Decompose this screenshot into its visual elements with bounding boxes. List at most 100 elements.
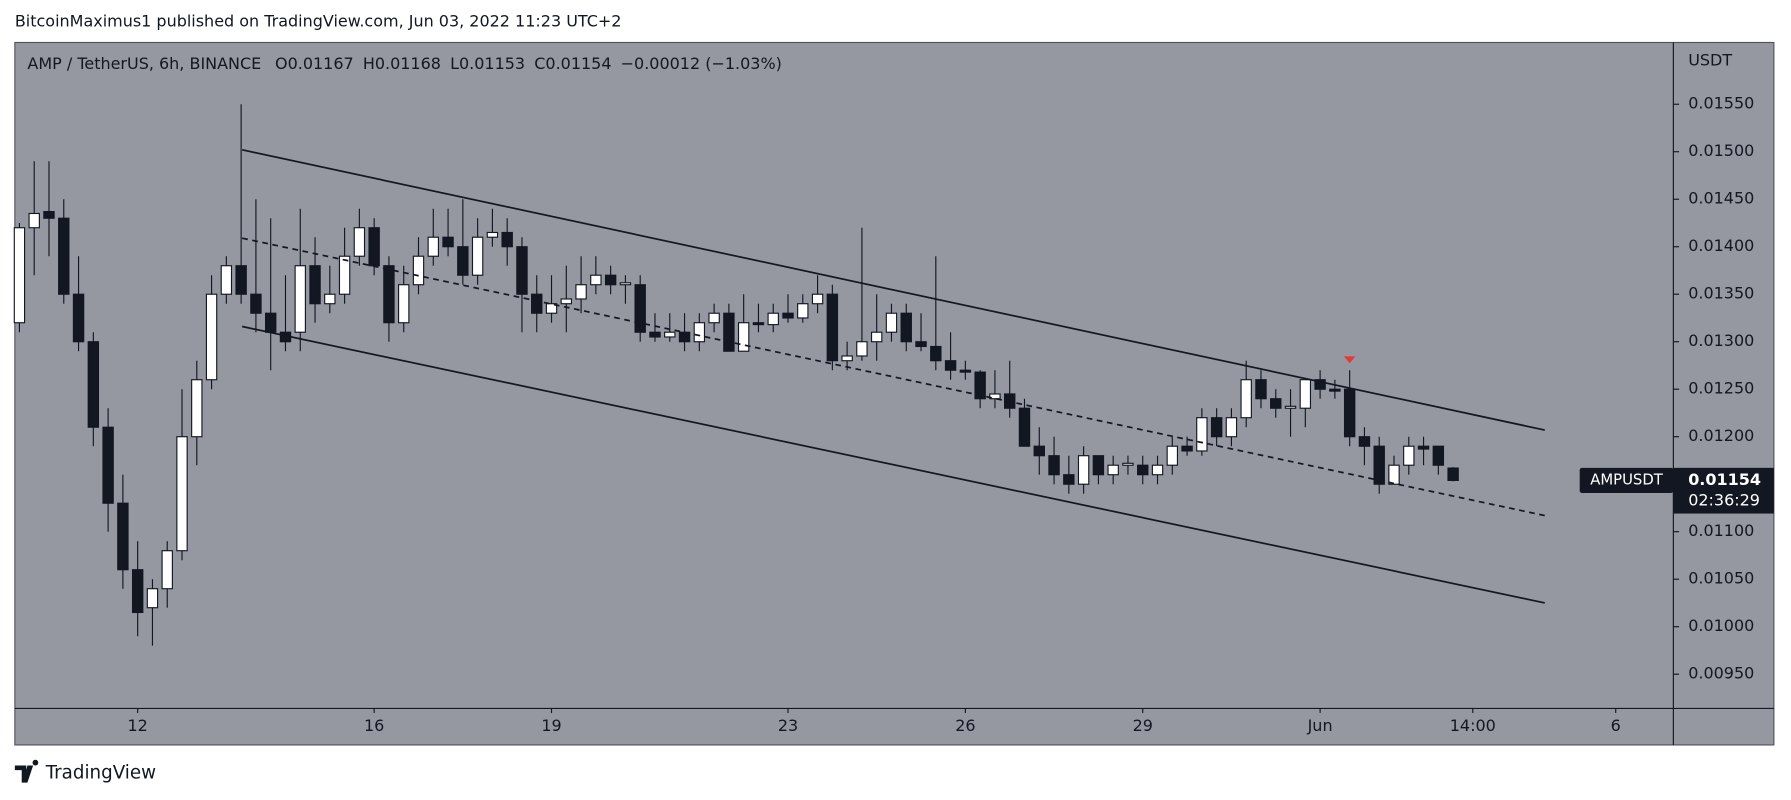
last-price: 0.01154 [1688, 470, 1761, 489]
x-tick-label: Jun [1307, 716, 1333, 735]
candle-body [649, 331, 661, 338]
candle-body [1210, 417, 1223, 438]
candle-body [161, 550, 173, 590]
candle-body [944, 360, 957, 371]
candle-body [1196, 417, 1208, 452]
candle-body [427, 236, 439, 257]
candle-body [1284, 405, 1297, 409]
candle-body [1388, 464, 1400, 485]
ohlc-value: 0.01167 [288, 54, 354, 73]
ticker-box [1579, 467, 1674, 493]
candle-body [501, 231, 513, 248]
candle-body [1255, 379, 1267, 400]
publisher: BitcoinMaximus1 published on TradingView… [15, 11, 622, 30]
candle-body [1225, 417, 1238, 438]
candle-body [1403, 445, 1415, 466]
candle-body [457, 246, 469, 276]
candle-body [856, 341, 868, 357]
x-tick-label: 23 [778, 716, 798, 735]
candle-body [309, 265, 321, 305]
candle-body [590, 274, 602, 286]
ohlc-legend: AMP / TetherUS, 6h, BINANCE O0.01167 H0.01… [27, 54, 781, 73]
candle-body [353, 227, 366, 257]
candle-body [930, 345, 942, 362]
candle-body [486, 231, 499, 238]
candle-body [915, 341, 927, 348]
candle-body [604, 274, 617, 286]
candle-body [1373, 445, 1385, 485]
candle-body [1343, 388, 1356, 438]
y-tick-label: 0.01100 [1688, 521, 1754, 540]
countdown: 02:36:29 [1688, 490, 1760, 509]
candle-body [752, 322, 765, 326]
currency: USDT [1688, 50, 1732, 69]
price-box [1673, 467, 1774, 514]
candle-body [1358, 436, 1371, 447]
candle-body [294, 265, 306, 333]
price-axis [1673, 42, 1774, 709]
candle-body [442, 236, 454, 248]
x-tick-label: 19 [541, 716, 561, 735]
candle-body [1166, 445, 1179, 466]
candle-body [205, 293, 218, 381]
candle-body [900, 312, 912, 343]
brand: TradingView [45, 763, 156, 784]
candle-body [1240, 379, 1252, 419]
candle-body [885, 312, 898, 333]
change: −0.00012 (−1.03%) [621, 54, 782, 73]
candle-body [1417, 445, 1430, 450]
candle-body [678, 331, 691, 343]
ohlc-key: C [534, 54, 545, 73]
candle-body [575, 284, 587, 300]
candle-body [545, 303, 558, 314]
candle-body [28, 212, 40, 229]
trendline [241, 148, 1545, 431]
candle-body [264, 312, 277, 333]
candle-body [43, 211, 55, 219]
trendline [241, 325, 1545, 604]
ohlc-value: 0.01153 [459, 54, 525, 73]
candle-body [191, 379, 203, 438]
candle-body [1107, 464, 1119, 476]
x-tick-label: 29 [1133, 716, 1153, 735]
candle-body [1151, 464, 1164, 476]
candle-body [58, 217, 70, 295]
candle-body [250, 293, 262, 314]
x-tick-label: 12 [128, 716, 148, 735]
y-tick-label: 0.01200 [1688, 426, 1754, 445]
candle-body [531, 293, 543, 314]
candle-body [1092, 455, 1105, 476]
candle-body [235, 265, 247, 295]
candle-body [723, 312, 735, 352]
candle-body [989, 393, 1001, 400]
candle-body [516, 246, 528, 295]
candle-body [797, 303, 809, 319]
y-tick-label: 0.01450 [1688, 189, 1754, 208]
candle-body [1447, 467, 1459, 481]
candle-body [1033, 445, 1045, 457]
candle-body [176, 436, 188, 552]
candle-body [1181, 445, 1193, 452]
candle-body [146, 588, 159, 609]
candle-body [102, 426, 114, 504]
plot-area [14, 42, 1674, 709]
x-tick-label: 16 [364, 716, 384, 735]
x-tick-label: 26 [955, 716, 975, 735]
ohlc-value: 0.01154 [545, 54, 611, 73]
ohlc-key: H [363, 54, 375, 73]
candle-body [841, 355, 853, 362]
candle-body [693, 322, 706, 343]
candle-body [1048, 455, 1060, 476]
sell-marker [1343, 356, 1356, 364]
y-tick-label: 0.01300 [1688, 331, 1754, 350]
candle-body [471, 236, 484, 276]
candle-body [737, 322, 750, 352]
candle-body [708, 312, 720, 324]
candle-body [1018, 407, 1031, 447]
candle-body [634, 284, 646, 333]
x-tick-label: 6 [1611, 716, 1621, 735]
candle-body [1270, 398, 1282, 409]
candle-body [974, 371, 986, 400]
y-tick-label: 0.01250 [1688, 379, 1754, 398]
